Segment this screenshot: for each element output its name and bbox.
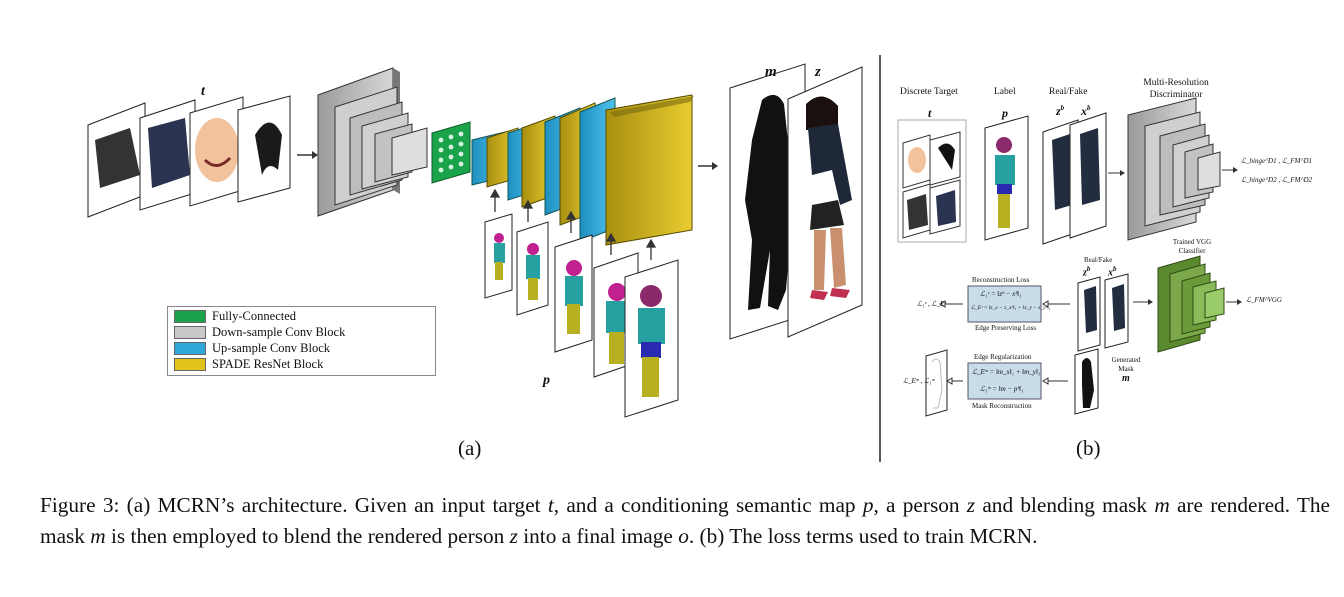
legend-swatch	[174, 326, 206, 339]
legend-item-downsample: Down-sample Conv Block	[174, 325, 345, 340]
legend-swatch	[174, 310, 206, 323]
legend-label: SPADE ResNet Block	[212, 357, 324, 371]
label-z: z	[815, 64, 821, 80]
zb-label-2: zb	[1083, 265, 1091, 279]
generated-mask-title: Generated Mask	[1111, 356, 1141, 373]
panel-b-target-box	[897, 119, 967, 243]
vgg-loss: ℒ_FM^VGG	[1246, 296, 1282, 304]
generated-mask-m: m	[1122, 373, 1130, 384]
label-p: p	[543, 373, 550, 388]
mask-recon-title: Mask Reconstruction	[972, 402, 1032, 410]
discriminator-blocks	[1127, 97, 1221, 241]
real-fake-title: Real/Fake	[1049, 87, 1088, 97]
gan-loss-2: ℒ_hinge^D2 , ℒ_FM^D2	[1241, 176, 1313, 184]
panel-b-real-fake-images	[1042, 112, 1107, 245]
arrow-to-encoder	[297, 151, 318, 159]
recon-eq-2: ℒ_Eᶻ = ‖z_x − z_xᵇ‖₁ + ‖z_y − z_yᵇ‖₁	[971, 305, 1051, 311]
edge-reg-title: Edge Regularization	[974, 353, 1032, 361]
input-target-stack	[87, 95, 291, 218]
zb-label: zb	[1056, 104, 1065, 118]
label-t: t	[201, 84, 205, 99]
legend-label: Down-sample Conv Block	[212, 325, 346, 339]
label-title: Label	[994, 87, 1016, 97]
recon-loss-title: Reconstruction Loss	[972, 276, 1030, 284]
real-fake-title-2: Real/Fake	[1084, 256, 1113, 264]
arrow-to-vgg-loss	[1226, 299, 1242, 305]
gan-loss-1: ℒ_hinge^D1 , ℒ_FM^D1	[1241, 157, 1313, 165]
discrete-target-t: t	[928, 106, 932, 120]
recon-output: ℒ₁ᶻ , ℒ_Eᶻ	[917, 300, 946, 308]
legend-swatch	[174, 358, 206, 371]
legend-swatch	[174, 342, 206, 355]
semantic-map-stack	[484, 213, 679, 418]
panel-b-label: (b)	[1076, 436, 1101, 460]
xb-label: xb	[1081, 104, 1091, 118]
arrow-to-discriminator	[1108, 170, 1125, 176]
vgg-blocks	[1157, 255, 1225, 353]
arrow-to-outputs	[698, 162, 718, 170]
panel-b-real-fake-images-2	[1074, 273, 1129, 415]
discrete-target-title: Discrete Target	[900, 87, 958, 97]
recon-loss-box	[967, 285, 1042, 323]
arrow-to-gan-loss	[1222, 167, 1238, 173]
legend-item-fully-connected: Fully-Connected	[174, 309, 296, 324]
legend: Fully-Connected Down-sample Conv Block U…	[167, 306, 436, 376]
legend-label: Up-sample Conv Block	[212, 341, 331, 355]
conditioning-arrows	[489, 188, 657, 260]
panel-b-label-image	[984, 115, 1029, 241]
decoder-blocks	[471, 94, 694, 246]
vgg-title: Trained VGG Classifier	[1172, 238, 1212, 255]
label-p-b: p	[1002, 106, 1008, 120]
recon-eq-1: ℒ₁ᶻ = ‖zᵇ − xᵇ‖₁	[980, 290, 1022, 298]
xb-label-2: xb	[1108, 265, 1117, 279]
encoder-blocks	[317, 67, 428, 217]
mask-loss-box	[967, 362, 1042, 400]
figure-panel-a	[87, 55, 1242, 462]
fully-connected-block	[431, 121, 471, 184]
discriminator-title: Multi-Resolution Discriminator	[1143, 78, 1209, 100]
label-m: m	[765, 64, 777, 80]
legend-label: Fully-Connected	[212, 309, 297, 323]
panel-a-label: (a)	[458, 436, 482, 460]
legend-item-spade: SPADE ResNet Block	[174, 357, 323, 372]
arrow-mask-left	[946, 377, 1068, 385]
edge-loss-title: Edge Preserving Loss	[975, 324, 1037, 332]
output-images	[729, 63, 863, 340]
legend-item-upsample: Up-sample Conv Block	[174, 341, 330, 356]
arrow-to-vgg	[1133, 299, 1153, 305]
edge-map-image	[925, 349, 948, 417]
mask-eq-1: ℒ_Eᵐ = ‖m_x‖₁ + ‖m_y‖₁	[972, 368, 1041, 376]
mask-output: ℒ_Eᵐ , ℒ₁ᵐ	[903, 377, 935, 385]
figure-caption: Figure 3: (a) MCRN’s architecture. Given…	[40, 493, 1331, 548]
mask-eq-2: ℒ₁ᵐ = ‖m − pᵇ‖₁	[980, 385, 1024, 393]
arrow-recon-left	[939, 300, 1070, 308]
